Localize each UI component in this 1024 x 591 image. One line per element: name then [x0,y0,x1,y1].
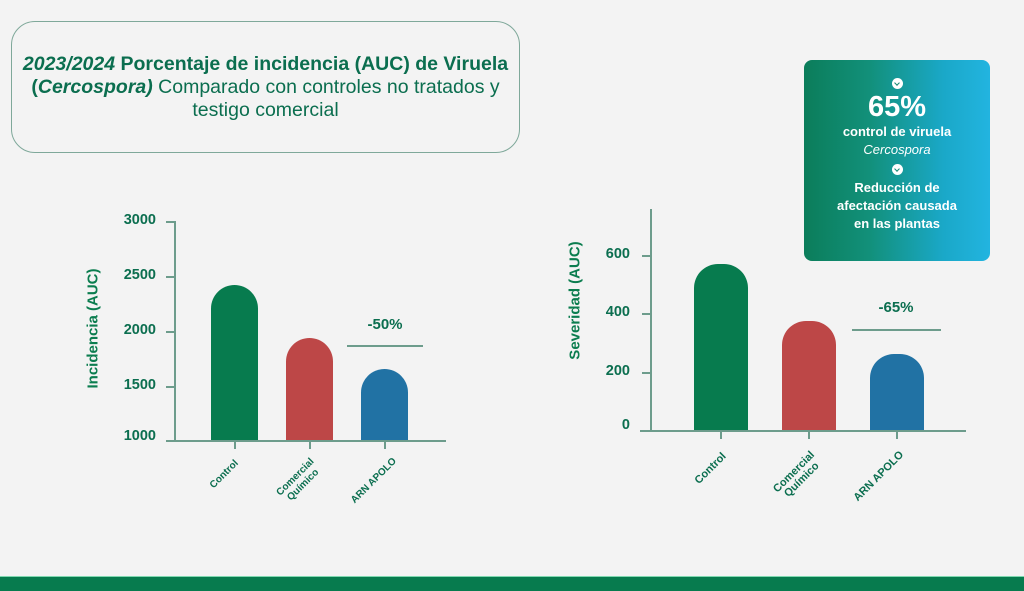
severity-chart: Severidad (AUC) 600 400 200 0 -65% Contr… [566,209,966,504]
y-tick-label: 1000 [123,428,156,444]
check-circle-icon [891,78,903,89]
y-tick [166,331,174,333]
highlight-line-5: en las plantas [854,216,940,231]
y-tick [642,255,650,257]
y-tick [642,372,650,374]
check-circle-icon [891,164,903,175]
y-tick-label: 600 [605,246,630,262]
bar-arn-apolo [361,369,408,440]
y-tick-label: 400 [605,304,630,320]
y-tick [166,386,174,388]
x-tick [808,431,810,439]
y-tick-label: 1500 [123,377,156,393]
title-species: Cercospora) [37,75,153,98]
y-tick [166,221,174,223]
bar-control [211,285,258,440]
highlight-box: 65% control de viruela Cercospora Reducc… [804,60,990,261]
reduction-label: -50% [367,316,403,333]
incidence-chart: Incidencia (AUC) 3000 2500 2000 1500 100… [0,0,512,576]
footer-bar [0,576,1024,591]
x-tick [234,441,236,449]
x-label-comercial-quimico: Comercial Químico [770,448,822,500]
x-axis [640,430,966,432]
bar-control [694,264,748,430]
x-tick [309,441,311,449]
bar-comercial-quimico [286,338,333,440]
reduction-label: -65% [878,299,914,316]
title-main: Porcentaje de incidencia (AUC) de Viruel… [31,52,509,98]
y-axis [650,209,652,431]
bar-comercial-quimico [782,321,836,430]
x-label-arn-apolo: ARN APOLO [851,448,907,504]
bar-arn-apolo [870,354,924,430]
title-years: 2023/2024 [22,52,116,75]
reduction-line [852,329,941,331]
y-tick-label: 0 [621,417,630,433]
chart-title: 2023/2024 Porcentaje de incidencia (AUC)… [12,53,519,122]
y-axis [174,221,176,441]
x-tick [384,441,386,449]
y-tick-label: 2500 [123,267,156,283]
highlight-line-1: control de viruela [842,124,952,139]
x-tick [896,431,898,439]
y-tick [166,276,174,278]
x-label-control: Control [692,450,729,487]
x-axis [166,440,446,442]
reduction-line [347,345,423,347]
y-tick [642,313,650,315]
title-box: 2023/2024 Porcentaje de incidencia (AUC)… [11,21,520,153]
highlight-line-2: Cercospora [863,142,931,157]
title-subtitle: Comparado con controles no tratados y te… [152,75,500,121]
highlight-line-3: Reducción de [854,180,940,195]
y-tick-label: 2000 [123,322,156,338]
y-axis-title: Severidad (AUC) [566,241,584,360]
x-tick [720,431,722,439]
y-tick-label: 3000 [123,212,156,228]
highlight-percent: 65% [867,91,927,123]
highlight-line-4: afectación causada [837,198,957,213]
y-tick-label: 200 [605,363,630,379]
